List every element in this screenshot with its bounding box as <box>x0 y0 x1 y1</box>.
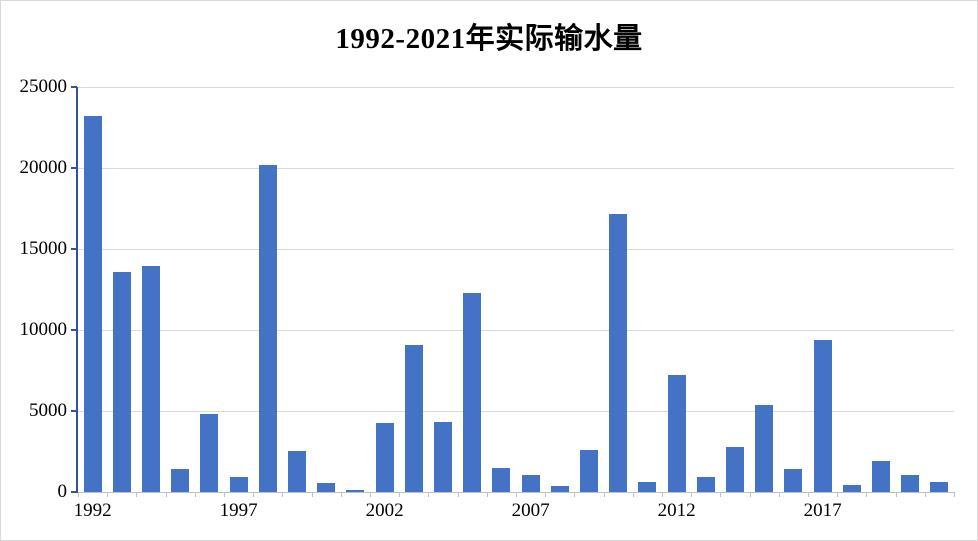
bar-2016 <box>784 469 803 492</box>
x-axis-tick <box>78 492 79 497</box>
x-axis-tick <box>253 492 255 497</box>
gridline <box>78 411 954 412</box>
gridline <box>78 249 954 250</box>
y-axis-tick <box>71 410 77 412</box>
bar-2011 <box>638 482 657 492</box>
bar-2012 <box>667 375 686 492</box>
x-tick-label: 2017 <box>803 500 842 521</box>
bar-1994 <box>142 266 160 492</box>
x-axis-tick <box>370 492 371 497</box>
bar-2015 <box>755 405 774 492</box>
bar-2003 <box>404 344 423 492</box>
x-axis-tick <box>428 492 430 497</box>
bar-2017 <box>813 339 832 492</box>
x-axis-tick <box>808 492 809 497</box>
x-axis-tick <box>516 492 517 497</box>
y-axis-tick <box>71 491 77 493</box>
x-tick-label: 1992 <box>73 500 112 521</box>
x-axis-tick <box>311 492 313 497</box>
x-axis-tick <box>895 492 897 497</box>
y-axis-tick <box>71 248 77 250</box>
bar-2020 <box>901 474 920 492</box>
x-axis-tick <box>340 492 342 497</box>
x-axis-tick <box>282 492 284 497</box>
y-tick-label: 15000 <box>19 238 68 259</box>
x-axis-tick <box>136 492 138 497</box>
x-tick-label: 1997 <box>219 500 258 521</box>
y-tick-label: 0 <box>57 481 68 502</box>
bar-2018 <box>842 484 861 492</box>
x-axis-tick <box>107 492 109 497</box>
bar-2004 <box>434 422 452 492</box>
x-axis-tick <box>720 492 722 497</box>
bar-2010 <box>609 214 628 492</box>
x-axis-tick <box>778 492 780 497</box>
gridline <box>78 168 954 169</box>
y-axis-tick <box>71 329 77 331</box>
x-axis-tick <box>866 492 868 497</box>
x-axis-tick <box>399 492 401 497</box>
bar-2002 <box>375 423 394 492</box>
x-axis-tick <box>749 492 751 497</box>
y-tick-label: 10000 <box>19 319 68 340</box>
x-axis-tick <box>486 492 488 497</box>
bar-2001 <box>346 489 365 492</box>
x-axis-tick <box>954 492 955 497</box>
y-axis-tick <box>71 86 77 88</box>
bar-2005 <box>463 292 482 492</box>
x-axis-tick <box>603 492 605 497</box>
y-axis <box>76 87 78 493</box>
bar-1995 <box>171 469 190 492</box>
y-tick-label: 20000 <box>19 157 68 178</box>
bar-2006 <box>492 467 511 492</box>
x-axis-tick <box>632 492 634 497</box>
x-axis-tick <box>837 492 839 497</box>
y-tick-label: 5000 <box>29 400 67 421</box>
bar-1993 <box>112 271 131 492</box>
x-tick-label: 2002 <box>365 500 404 521</box>
x-axis-tick <box>662 492 663 497</box>
x-axis-tick <box>165 492 167 497</box>
chart-title: 1992-2021年实际输水量 <box>335 23 643 55</box>
bar-2014 <box>726 447 744 492</box>
bar-1996 <box>200 414 219 492</box>
x-axis-tick <box>457 492 459 497</box>
gridline <box>78 87 954 88</box>
x-axis-tick <box>924 492 926 497</box>
bar-2019 <box>872 461 890 492</box>
bar-2008 <box>550 486 569 492</box>
x-axis-tick <box>574 492 576 497</box>
bar-2007 <box>521 474 540 492</box>
bar-2021 <box>930 482 949 492</box>
x-tick-label: 2007 <box>511 500 550 521</box>
bar-1998 <box>258 164 277 492</box>
x-axis-tick <box>545 492 547 497</box>
bar-1992 <box>83 116 102 492</box>
bar-1999 <box>288 450 306 492</box>
bar-1997 <box>229 476 248 492</box>
bar-2009 <box>580 449 598 492</box>
bar-2013 <box>696 476 715 492</box>
x-tick-label: 2012 <box>657 500 696 521</box>
x-axis-tick <box>194 492 196 497</box>
bar-2000 <box>317 483 336 492</box>
y-tick-label: 25000 <box>19 76 68 97</box>
x-axis-tick <box>691 492 693 497</box>
plot-area <box>78 87 954 492</box>
x-axis-tick <box>224 492 225 497</box>
y-axis-tick <box>71 167 77 169</box>
gridline <box>78 330 954 331</box>
